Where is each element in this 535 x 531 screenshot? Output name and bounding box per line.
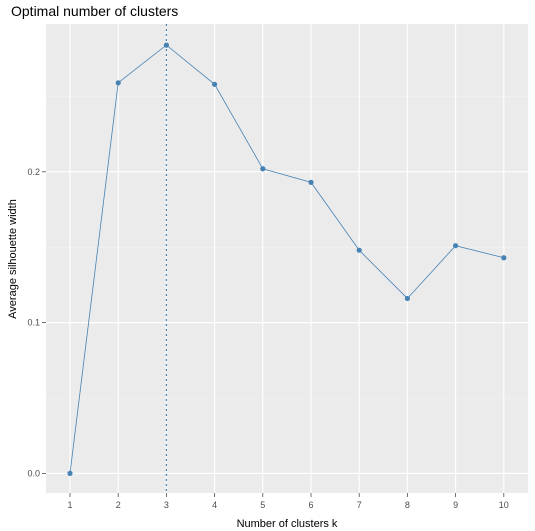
x-tick-label: 9 — [453, 500, 458, 510]
x-tick-label: 10 — [499, 500, 509, 510]
x-tick-label: 8 — [405, 500, 410, 510]
data-point-k6 — [308, 179, 314, 185]
data-point-k4 — [212, 81, 218, 87]
x-tick-label: 7 — [357, 500, 362, 510]
chart-title: Optimal number of clusters — [11, 3, 178, 19]
x-tick-label: 4 — [212, 500, 217, 510]
series-polyline — [69, 44, 504, 474]
x-tick-label: 1 — [67, 500, 72, 510]
data-point-k3 — [163, 42, 169, 48]
data-point-k2 — [115, 80, 121, 86]
y-tick-label: 0.1 — [27, 318, 40, 328]
x-tick-label: 6 — [308, 500, 313, 510]
plot-panel — [46, 24, 528, 493]
data-point-k10 — [501, 255, 507, 261]
x-axis-title: Number of clusters k — [237, 518, 338, 530]
data-point-k1 — [67, 470, 73, 476]
panel-background — [46, 24, 528, 493]
y-tick-label: 0.2 — [27, 167, 40, 177]
x-tick-label: 3 — [164, 500, 169, 510]
series-points — [67, 42, 507, 476]
x-axis: 1 2 3 4 5 6 7 8 9 10 — [67, 493, 509, 510]
series-line — [69, 44, 504, 474]
data-point-k7 — [356, 247, 362, 253]
y-axis: 0.0 0.1 0.2 — [27, 167, 46, 478]
y-axis-title: Average silhouette width — [7, 199, 19, 319]
y-tick-label: 0.0 — [27, 468, 40, 478]
x-tick-label: 5 — [260, 500, 265, 510]
data-point-k9 — [453, 243, 459, 249]
data-point-k5 — [260, 166, 266, 172]
data-point-k8 — [404, 295, 410, 302]
gridlines — [46, 24, 528, 493]
x-tick-label: 2 — [116, 500, 121, 510]
